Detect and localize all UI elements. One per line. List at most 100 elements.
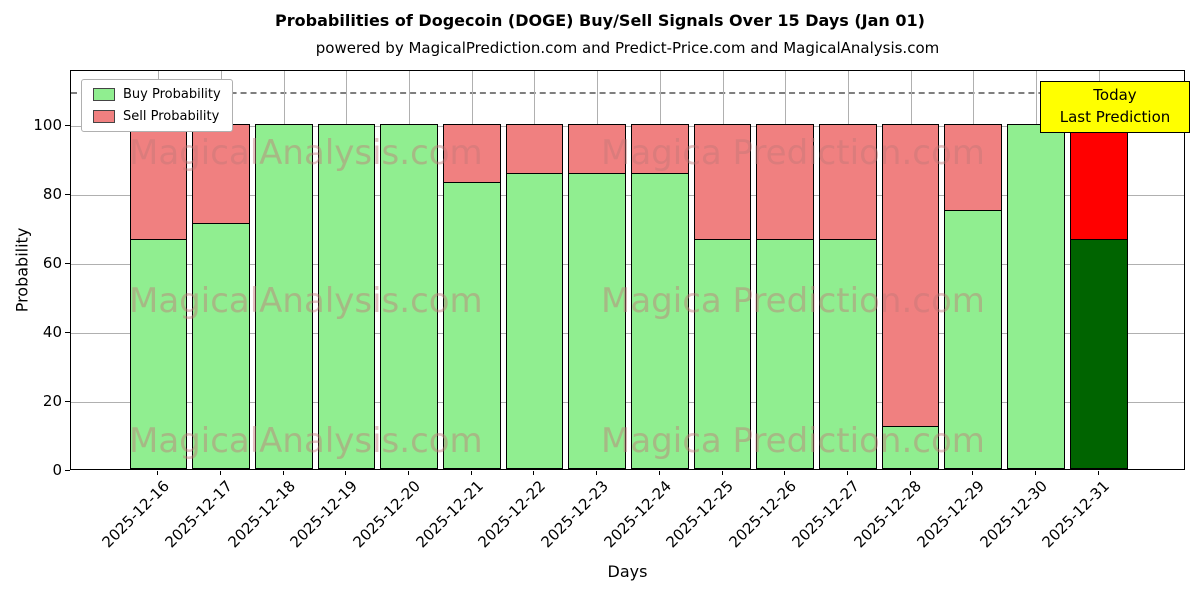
bar-segment-buy	[192, 222, 250, 469]
bar-segment-buy	[1069, 239, 1128, 469]
bar-segment-buy	[505, 173, 564, 469]
x-tick-mark	[972, 471, 974, 475]
bar-segment-sell	[568, 124, 626, 174]
y-tick-label: 40	[42, 323, 62, 342]
x-tick-mark	[345, 471, 347, 475]
bar-segment-sell	[756, 124, 815, 239]
x-axis-label: Days	[607, 562, 648, 581]
x-tick-mark	[220, 471, 222, 475]
bar-segment-sell	[631, 124, 689, 174]
bar-2025-12-23	[568, 124, 626, 469]
x-tick-mark	[846, 471, 848, 475]
x-tick-mark	[909, 471, 911, 475]
bar-2025-12-24	[631, 124, 689, 469]
bar-segment-buy	[129, 239, 188, 469]
bar-2025-12-16	[129, 124, 188, 469]
x-tick-mark	[784, 471, 786, 475]
x-tick-mark	[1097, 471, 1099, 475]
x-tick-mark	[157, 471, 159, 475]
x-tick-mark	[282, 471, 284, 475]
x-tick-mark	[596, 471, 598, 475]
bar-segment-buy	[317, 124, 376, 469]
y-tick-mark	[65, 401, 70, 403]
chart-subtitle: powered by MagicalPrediction.com and Pre…	[315, 39, 940, 57]
y-tick-label: 60	[42, 254, 62, 273]
y-gridline	[71, 195, 1184, 197]
y-tick-mark	[65, 125, 70, 127]
y-gridline	[71, 333, 1184, 335]
legend-label-sell: Sell Probability	[123, 109, 220, 124]
bar-segment-sell	[505, 124, 564, 174]
today-annotation-line2: Last Prediction	[1059, 107, 1171, 126]
bar-2025-12-30	[1007, 124, 1065, 469]
bars-layer	[71, 71, 1184, 469]
y-tick-label: 100	[33, 116, 62, 135]
x-tick-label: 2025-12-23	[537, 477, 612, 552]
bar-segment-sell	[129, 124, 188, 239]
bar-2025-12-17	[192, 124, 250, 469]
today-annotation-line1: Today	[1093, 86, 1137, 104]
bar-2025-12-31	[1069, 124, 1128, 469]
chart-title: Probabilities of Dogecoin (DOGE) Buy/Sel…	[275, 11, 925, 30]
bar-segment-buy	[944, 210, 1003, 469]
bar-segment-buy	[1007, 124, 1065, 469]
x-tick-label: 2025-12-26	[725, 477, 800, 552]
y-gridline	[71, 126, 1184, 128]
legend-swatch-sell	[93, 110, 115, 123]
bar-segment-buy	[819, 239, 877, 469]
bar-segment-sell	[442, 124, 501, 182]
legend-swatch-buy	[93, 88, 115, 101]
bar-2025-12-18	[254, 124, 313, 469]
x-tick-label: 2025-12-17	[161, 477, 236, 552]
x-tick-mark	[408, 471, 410, 475]
x-tick-mark	[721, 471, 723, 475]
legend-item-sell: Sell Probability	[93, 109, 221, 124]
bar-segment-buy	[380, 124, 438, 469]
bar-segment-sell	[192, 124, 250, 223]
bar-2025-12-22	[505, 124, 564, 469]
bar-segment-buy	[693, 239, 752, 469]
x-tick-mark	[1034, 471, 1036, 475]
x-tick-label: 2025-12-16	[98, 477, 174, 552]
y-tick-mark	[65, 470, 70, 471]
y-gridline	[71, 264, 1184, 266]
bar-segment-sell	[881, 124, 940, 426]
y-tick-label: 20	[42, 392, 62, 411]
x-tick-label: 2025-12-20	[349, 477, 424, 552]
y-tick-label: 0	[52, 461, 62, 479]
y-gridline	[71, 402, 1184, 404]
y-tick-mark	[65, 194, 70, 196]
x-tick-mark	[658, 471, 660, 475]
bar-2025-12-27	[819, 124, 877, 469]
today-annotation-box: Today Last Prediction	[1040, 81, 1190, 133]
y-tick-label: 80	[42, 185, 62, 204]
bar-segment-buy	[254, 124, 313, 469]
threshold-dashed-line	[71, 91, 1184, 94]
bar-2025-12-21	[442, 124, 501, 469]
bar-2025-12-26	[756, 124, 815, 469]
bar-2025-12-28	[881, 124, 940, 469]
bar-segment-sell	[693, 124, 752, 239]
bar-segment-buy	[756, 239, 815, 469]
legend-label-buy: Buy Probability	[123, 87, 221, 102]
bar-2025-12-20	[380, 124, 438, 469]
bar-2025-12-29	[944, 124, 1003, 469]
y-tick-mark	[65, 263, 70, 265]
bar-segment-buy	[881, 425, 940, 469]
legend-item-buy: Buy Probability	[93, 87, 221, 102]
bar-segment-buy	[442, 181, 501, 469]
x-tick-mark	[470, 471, 472, 475]
y-tick-mark	[65, 332, 70, 334]
x-tick-mark	[533, 471, 535, 475]
bar-segment-buy	[631, 173, 689, 469]
bar-2025-12-19	[317, 124, 376, 469]
x-tick-label: 2025-12-29	[913, 477, 989, 552]
bar-segment-buy	[568, 173, 626, 469]
bar-segment-sell	[944, 124, 1003, 211]
legend: Buy Probability Sell Probability	[81, 79, 233, 132]
plot-area: MagicalAnalysis.com Magica Prediction.com…	[70, 70, 1185, 470]
bar-2025-12-25	[693, 124, 752, 469]
bar-segment-sell	[819, 124, 877, 239]
bar-segment-sell	[1069, 124, 1128, 239]
